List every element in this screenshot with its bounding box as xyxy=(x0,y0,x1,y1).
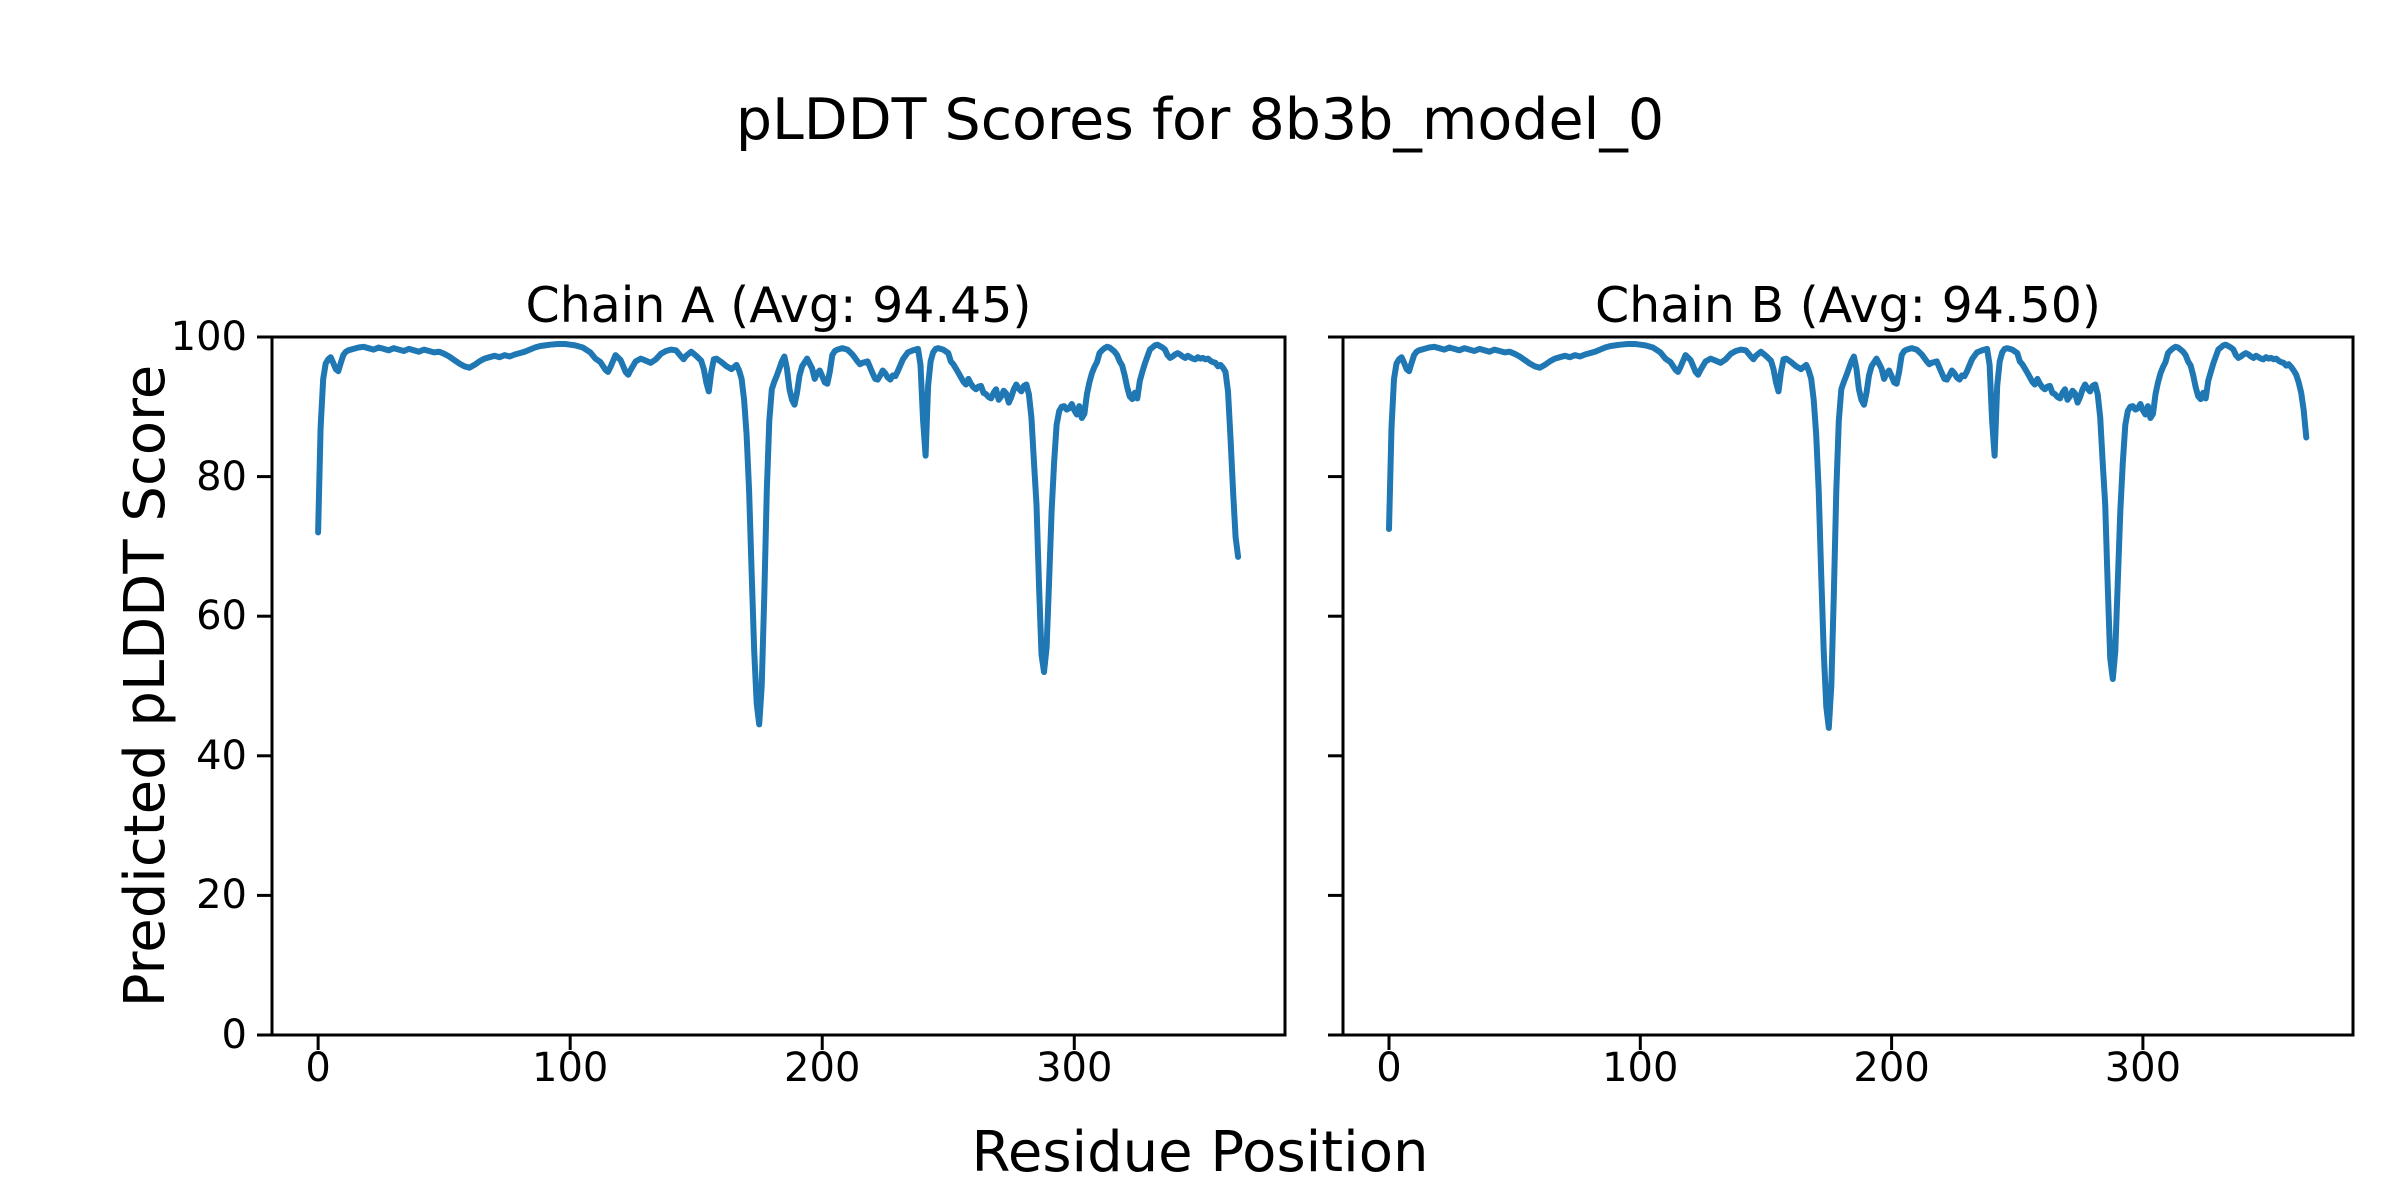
subplot-a-x-tick-label: 200 xyxy=(784,1045,861,1091)
subplot-b-x-tick-label: 200 xyxy=(1853,1045,1930,1091)
plddt-line-chain-b xyxy=(1386,341,2310,731)
subplot-b-x-tick-label: 300 xyxy=(2104,1045,2182,1091)
subplot-a-title: Chain A (Avg: 94.45) xyxy=(525,277,1032,334)
subplot-a-x-tick-label: 300 xyxy=(1036,1045,1113,1091)
plddt-line-chain-a xyxy=(315,341,1242,728)
figure-title: pLDDT Scores for 8b3b_model_0 xyxy=(735,87,1665,153)
subplot-a-y-tick-label: 60 xyxy=(196,593,247,640)
x-axis-label: Residue Position xyxy=(971,1120,1429,1185)
subplot-b-x-tick-label: 100 xyxy=(1602,1045,1679,1091)
subplot-a-y-tick-label: 0 xyxy=(221,1012,247,1058)
subplot-a-spines xyxy=(270,335,1287,1037)
subplot-a-y-tick-label: 20 xyxy=(196,872,247,919)
subplot-a-y-tick-label: 40 xyxy=(196,732,247,779)
subplot-a-y-tick-label: 100 xyxy=(170,314,247,360)
subplot-b-spines xyxy=(1341,335,2355,1037)
subplot-a-x-tick-label: 0 xyxy=(305,1045,331,1091)
subplot-b-title: Chain B (Avg: 94.50) xyxy=(1594,277,2102,334)
subplot-a-x-tick-label: 100 xyxy=(531,1045,609,1091)
subplot-b-x-tick-label: 0 xyxy=(1376,1045,1402,1091)
subplot-a-y-tick-label: 80 xyxy=(196,453,247,500)
